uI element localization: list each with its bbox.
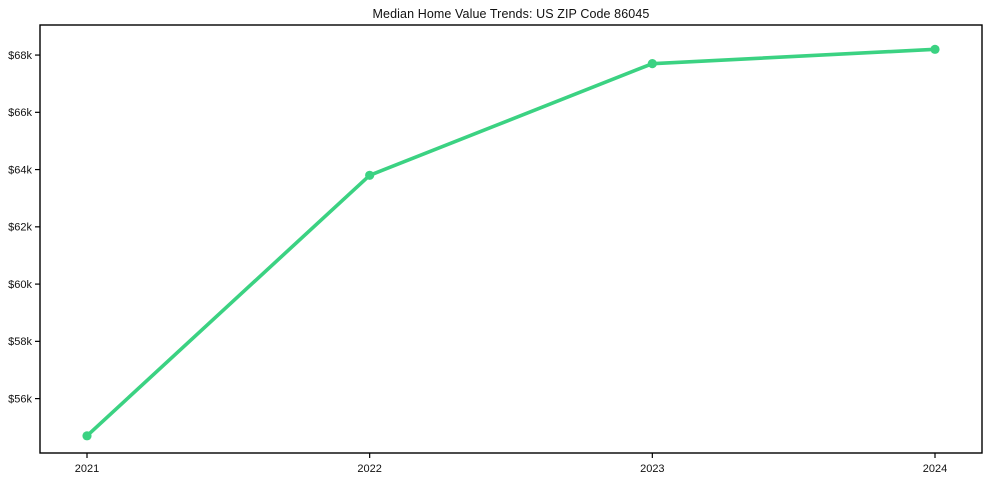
chart-title: Median Home Value Trends: US ZIP Code 86… bbox=[372, 7, 650, 21]
y-axis-tick-label: $58k bbox=[8, 336, 32, 348]
y-axis-tick-label: $68k bbox=[8, 50, 32, 62]
x-axis-tick-label: 2021 bbox=[75, 463, 99, 475]
data-point-2022 bbox=[365, 170, 375, 180]
data-point-2021 bbox=[82, 431, 92, 441]
trend-line bbox=[85, 47, 937, 438]
data-point-2023 bbox=[647, 59, 657, 69]
x-axis-tick-label: 2023 bbox=[640, 463, 664, 475]
plot-border bbox=[39, 24, 983, 454]
y-axis-tick-label: $66k bbox=[8, 107, 32, 119]
y-axis-tick-label: $56k bbox=[8, 393, 32, 405]
y-axis-tick-label: $64k bbox=[8, 164, 32, 176]
y-axis-tick-label: $60k bbox=[8, 279, 32, 291]
y-axis-tick-label: $62k bbox=[8, 222, 32, 234]
data-point-2024 bbox=[930, 44, 940, 54]
x-axis-tick-label: 2024 bbox=[923, 463, 947, 475]
x-axis-tick-label: 2022 bbox=[357, 463, 381, 475]
